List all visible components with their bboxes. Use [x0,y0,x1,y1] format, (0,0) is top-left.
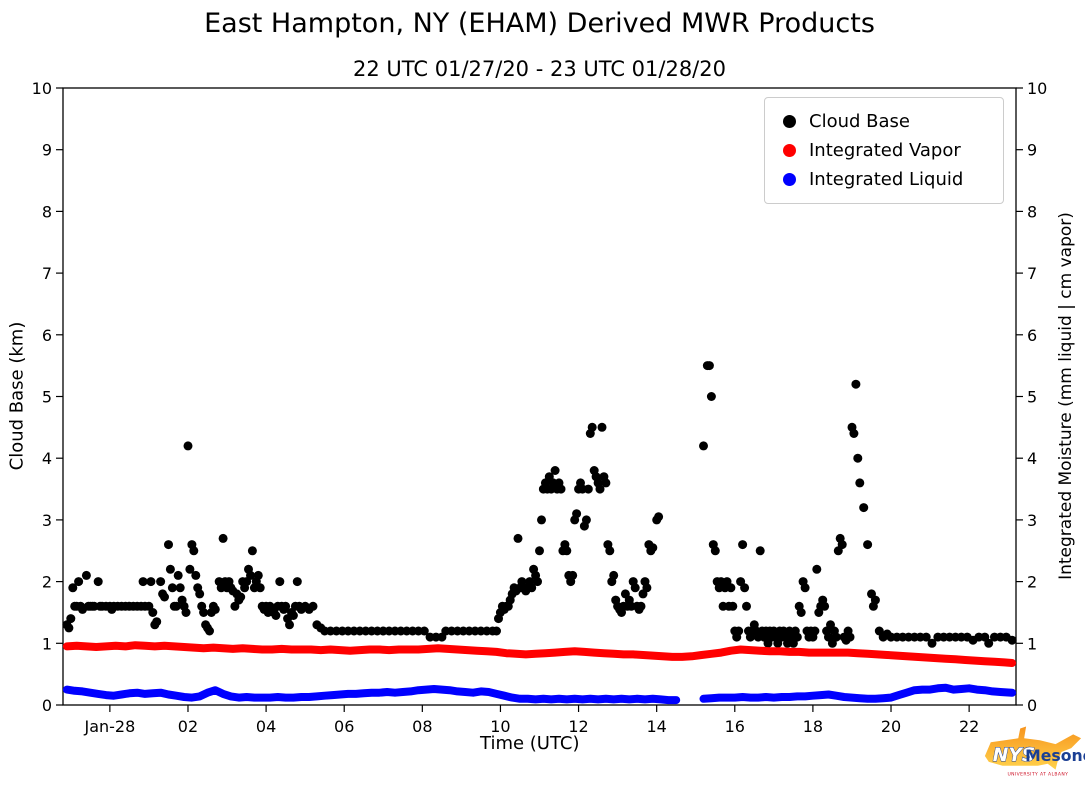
y-right-tick-label: 8 [1027,202,1037,221]
chart-subtitle: 22 UTC 01/27/20 - 23 UTC 01/28/20 [353,57,726,81]
y-axis-right-label: Integrated Moisture (mm liquid | cm vapo… [1056,212,1076,580]
y-left-tick-label: 0 [42,696,52,715]
x-tick-label: 12 [568,717,588,736]
series-integrated-liquid [62,683,1017,705]
y-axis-left-label: Cloud Base (km) [6,321,28,471]
x-tick-label: 18 [803,717,823,736]
y-right-tick-label: 7 [1027,264,1037,283]
logo-mesonet-text: Mesonet [1025,746,1085,765]
x-tick-label: 14 [646,717,666,736]
y-right-tick-label: 9 [1027,141,1037,160]
y-right-tick-label: 10 [1027,79,1047,98]
axis-ticks [56,87,1023,712]
legend-item-integrated-liquid: Integrated Liquid [765,165,1003,194]
y-right-tick-label: 0 [1027,696,1037,715]
logo-subtext: UNIVERSITY AT ALBANY [1007,772,1068,778]
x-tick-label: 02 [178,717,198,736]
series-integrated-vapor [62,641,1017,667]
y-left-tick-label: 6 [42,326,52,345]
series-cloud-base [62,361,1017,648]
y-left-tick-label: 3 [42,511,52,530]
y-right-tick-label: 5 [1027,388,1037,407]
y-left-tick-label: 4 [42,449,52,468]
legend: Cloud Base Integrated Vapor Integrated L… [764,97,1004,204]
y-right-tick-label: 1 [1027,634,1037,653]
cloud-base-marker-icon [783,115,796,128]
y-left-tick-label: 9 [42,141,52,160]
legend-item-integrated-vapor: Integrated Vapor [765,136,1003,165]
x-tick-label: 06 [334,717,354,736]
x-tick-label: 08 [412,717,432,736]
ny-state-shape-icon [984,726,1082,770]
legend-label: Integrated Vapor [809,140,961,161]
chart-title: East Hampton, NY (EHAM) Derived MWR Prod… [204,8,875,39]
y-left-tick-label: 10 [32,79,52,98]
y-left-tick-label: 8 [42,202,52,221]
nys-mesonet-logo: NYS Mesonet UNIVERSITY AT ALBANY [984,726,1085,778]
y-left-tick-label: 1 [42,634,52,653]
legend-label: Cloud Base [809,111,910,132]
y-right-tick-label: 2 [1027,573,1037,592]
y-right-tick-label: 3 [1027,511,1037,530]
x-tick-label: 04 [256,717,276,736]
integrated-liquid-marker-icon [783,173,796,186]
y-right-tick-label: 4 [1027,449,1037,468]
x-tick-label: 22 [959,717,979,736]
x-tick-label: 16 [725,717,745,736]
x-tick-label: Jan-28 [83,717,135,736]
y-left-tick-label: 7 [42,264,52,283]
legend-item-cloud-base: Cloud Base [765,107,1003,136]
integrated-vapor-marker-icon [783,144,796,157]
y-left-tick-label: 5 [42,388,52,407]
legend-label: Integrated Liquid [809,169,964,190]
x-tick-label: 20 [881,717,901,736]
y-left-tick-label: 2 [42,573,52,592]
x-axis-label: Time (UTC) [480,733,580,754]
logo-nys-text: NYS [993,745,1036,766]
x-tick-label: 10 [490,717,510,736]
y-right-tick-label: 6 [1027,326,1037,345]
